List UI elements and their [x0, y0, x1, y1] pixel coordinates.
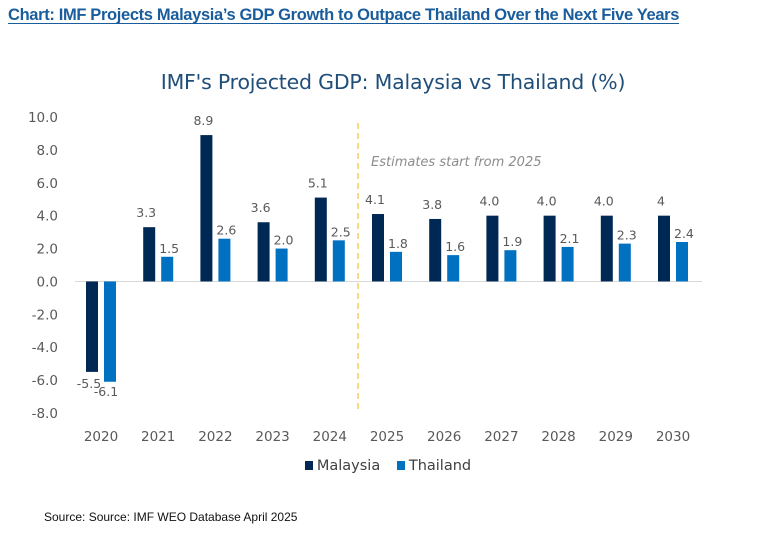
bar-thailand-2022[interactable] [218, 238, 231, 282]
legend: Malaysia Thailand [0, 458, 776, 474]
y-axis-ticks: 10.0 8.0 6.0 4.0 2.0 0.0 -2.0 -4.0 -6.0 -8.0 [28, 110, 58, 422]
data-label-thailand: 2.0 [274, 233, 294, 248]
bar-thailand-2027[interactable] [504, 250, 517, 282]
legend-label: Thailand [408, 458, 472, 474]
bar-thailand-2021[interactable] [161, 256, 174, 282]
data-labels: -5.5-6.1 3.3 1.5 8.9 2.6 3.6 2.0 5.1 2.5 4.1 1.8 3.… [77, 113, 694, 399]
bar-malaysia-2022[interactable] [200, 135, 213, 282]
bar-malaysia-2028[interactable] [543, 215, 556, 282]
data-label-malaysia: 4.0 [594, 194, 614, 209]
data-label-malaysia: 8.9 [193, 113, 213, 128]
x-tick-label: 2024 [313, 429, 347, 445]
y-tick-label: 4.0 [37, 209, 58, 225]
legend-swatch-malaysia [304, 461, 313, 470]
x-tick-label: 2026 [427, 429, 461, 445]
data-label-malaysia: 5.1 [308, 176, 328, 191]
data-label-thailand: 2.3 [617, 228, 637, 243]
bars [86, 135, 688, 382]
x-tick-label: 2020 [84, 429, 118, 445]
bar-malaysia-2021[interactable] [143, 227, 156, 282]
x-tick-label: 2027 [484, 429, 518, 445]
y-tick-label: -2.0 [32, 307, 58, 323]
data-label-thailand: 1.5 [159, 241, 179, 256]
data-label-malaysia: 3.3 [136, 205, 156, 220]
x-tick-label: 2022 [198, 429, 232, 445]
bar-malaysia-2030[interactable] [658, 215, 670, 282]
x-tick-label: 2021 [141, 429, 175, 445]
bar-thailand-2020[interactable] [104, 281, 116, 382]
y-tick-label: 10.0 [28, 110, 58, 126]
bar-thailand-2023[interactable] [275, 248, 288, 282]
bar-malaysia-2025[interactable] [372, 214, 384, 282]
data-label-malaysia: 4.0 [479, 194, 499, 209]
x-tick-label: 2025 [370, 429, 404, 445]
bar-malaysia-2020[interactable] [86, 281, 98, 372]
data-label-malaysia: 4.0 [537, 194, 557, 209]
data-label-malaysia: 4.1 [365, 192, 385, 207]
bar-thailand-2029[interactable] [618, 243, 631, 282]
y-tick-label: 2.0 [37, 242, 58, 258]
data-label-malaysia: 3.6 [251, 200, 271, 215]
bar-malaysia-2026[interactable] [429, 218, 442, 282]
legend-swatch-thailand [396, 461, 405, 470]
x-tick-label: 2028 [541, 429, 575, 445]
x-tick-label: 2023 [255, 429, 289, 445]
x-tick-label: 2030 [656, 429, 690, 445]
data-label-malaysia: 4 [657, 194, 665, 209]
y-tick-label: 0.0 [37, 274, 58, 290]
source-note: Source: Source: IMF WEO Database April 2… [44, 510, 298, 524]
data-label-malaysia: 3.8 [422, 197, 442, 212]
y-tick-label: 6.0 [37, 176, 58, 192]
bar-thailand-2028[interactable] [561, 246, 574, 282]
data-label-thailand: 2.4 [674, 226, 694, 241]
bar-thailand-2026[interactable] [447, 255, 460, 282]
bar-malaysia-2023[interactable] [257, 222, 270, 282]
x-tick-label: 2029 [599, 429, 633, 445]
y-tick-label: -6.0 [32, 373, 58, 389]
article-headline[interactable]: Chart: IMF Projects Malaysia’s GDP Growt… [8, 6, 680, 24]
bar-thailand-2025[interactable] [390, 251, 402, 282]
bar-malaysia-2029[interactable] [600, 215, 613, 282]
bar-malaysia-2027[interactable] [486, 215, 499, 282]
legend-item-malaysia[interactable]: Malaysia [304, 458, 381, 474]
data-label-thailand: 2.5 [331, 224, 351, 239]
bar-thailand-2024[interactable] [332, 240, 345, 282]
chart-title: IMF's Projected GDP: Malaysia vs Thailan… [160, 70, 626, 94]
data-label-thailand: 2.1 [560, 231, 580, 246]
legend-label: Malaysia [316, 458, 381, 474]
x-axis-ticks: 2020 2021 2022 2023 2024 2025 2026 2027 2028 2029… [84, 429, 690, 445]
y-tick-label: -8.0 [32, 406, 58, 422]
bar-thailand-2030[interactable] [676, 241, 688, 282]
y-tick-label: 8.0 [37, 143, 58, 159]
data-label-thailand: 2.6 [216, 223, 236, 238]
data-label-thailand: 1.8 [388, 236, 408, 251]
legend-item-thailand[interactable]: Thailand [396, 458, 472, 474]
estimates-annotation: Estimates start from 2025 [371, 155, 542, 170]
bar-malaysia-2024[interactable] [314, 197, 327, 282]
data-label-thailand: -6.1 [94, 384, 118, 399]
y-tick-label: -4.0 [32, 340, 58, 356]
data-label-thailand: 1.9 [502, 234, 522, 249]
data-label-malaysia: -5.5 [77, 376, 101, 391]
data-label-thailand: 1.6 [445, 239, 465, 254]
